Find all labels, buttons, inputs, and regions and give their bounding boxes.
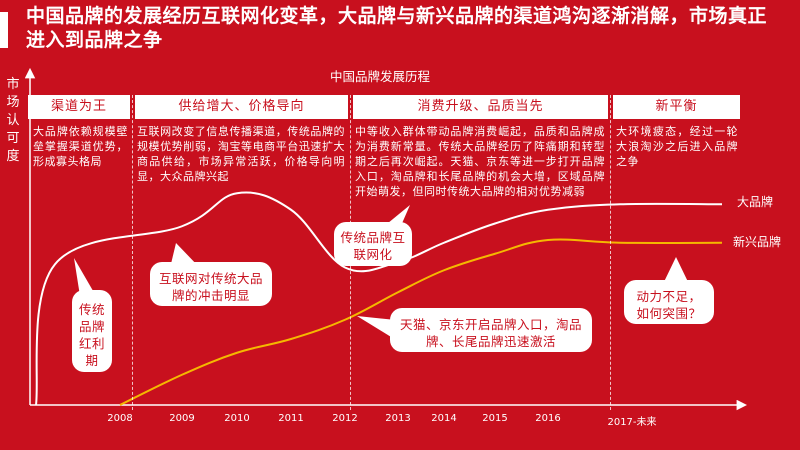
annotation-momentum-text: 动力不足，如何突围？ bbox=[636, 289, 702, 321]
annotation-momentum-bubble bbox=[624, 257, 714, 324]
phase-desc-2: 互联网改变了信息传播渠道，传统品牌的规模优势削弱，淘宝等电商平台迅速扩大商品供给… bbox=[137, 125, 345, 183]
phase-desc-4: 大环境疲态，经过一轮大浪淘沙之后进入品牌之争 bbox=[616, 125, 738, 168]
annotation-internet-impact-text: 互联网对传统大品牌的冲击明显 bbox=[158, 271, 263, 303]
x-tick-label: 2013 bbox=[385, 413, 411, 424]
series-line-emerging-brand bbox=[119, 238, 723, 406]
x-tick-label: 2011 bbox=[278, 413, 304, 424]
x-tick-label: 2016 bbox=[535, 413, 561, 424]
annotation-tmall-jd-bubble bbox=[357, 308, 592, 352]
x-tick-label: 2010 bbox=[224, 413, 250, 424]
y-axis-label: 市场认可度 bbox=[6, 77, 20, 164]
series-label-emerging-brand: 新兴品牌 bbox=[733, 235, 782, 249]
phase-header-2: 供给增大、价格导向 bbox=[135, 95, 348, 119]
x-tick-label: 2017-未来 bbox=[607, 417, 657, 428]
x-tick-label: 2015 bbox=[482, 413, 508, 424]
phase-header-3: 消费升级、品质当先 bbox=[353, 95, 608, 119]
annotation-traditional-internet-bubble bbox=[334, 205, 412, 266]
annotation-internet-impact-bubble bbox=[150, 243, 272, 306]
x-tick-label: 2012 bbox=[332, 413, 358, 424]
slide-title: 中国品牌的发展经历互联网化变革，大品牌与新兴品牌的渠道鸿沟逐渐消解，市场真正进入… bbox=[26, 5, 768, 51]
phase-divider bbox=[350, 95, 351, 410]
annotation-dividend-bubble bbox=[72, 258, 112, 372]
series-label-big-brand: 大品牌 bbox=[737, 195, 774, 209]
x-tick-label: 2008 bbox=[107, 413, 133, 424]
annotation-tmall-jd-text: 天猫、京东开启品牌入口，淘品牌、长尾品牌迅速激活 bbox=[399, 317, 582, 349]
title-accent-bar bbox=[0, 12, 8, 48]
x-tick-label: 2009 bbox=[169, 413, 195, 424]
phase-divider bbox=[132, 95, 133, 410]
phase-header-4: 新平衡 bbox=[613, 95, 740, 119]
chart-title: 中国品牌发展历程 bbox=[329, 69, 430, 84]
phase-header-1: 渠道为王 bbox=[28, 95, 130, 119]
series-line-big-brand bbox=[35, 191, 723, 406]
annotation-traditional-internet-text: 传统品牌互联网化 bbox=[340, 230, 406, 262]
annotation-dividend-text: 传统品牌红利期 bbox=[79, 302, 106, 368]
x-tick-label: 2014 bbox=[431, 413, 457, 424]
phase-divider bbox=[610, 95, 611, 410]
phase-desc-3: 中等收入群体带动品牌消费崛起，品质和品牌成为消费新常量。传统大品牌经历了阵痛期和… bbox=[355, 125, 605, 198]
phase-desc-1: 大品牌依赖规模壁垒掌握渠道优势，形成寡头格局 bbox=[33, 125, 128, 168]
